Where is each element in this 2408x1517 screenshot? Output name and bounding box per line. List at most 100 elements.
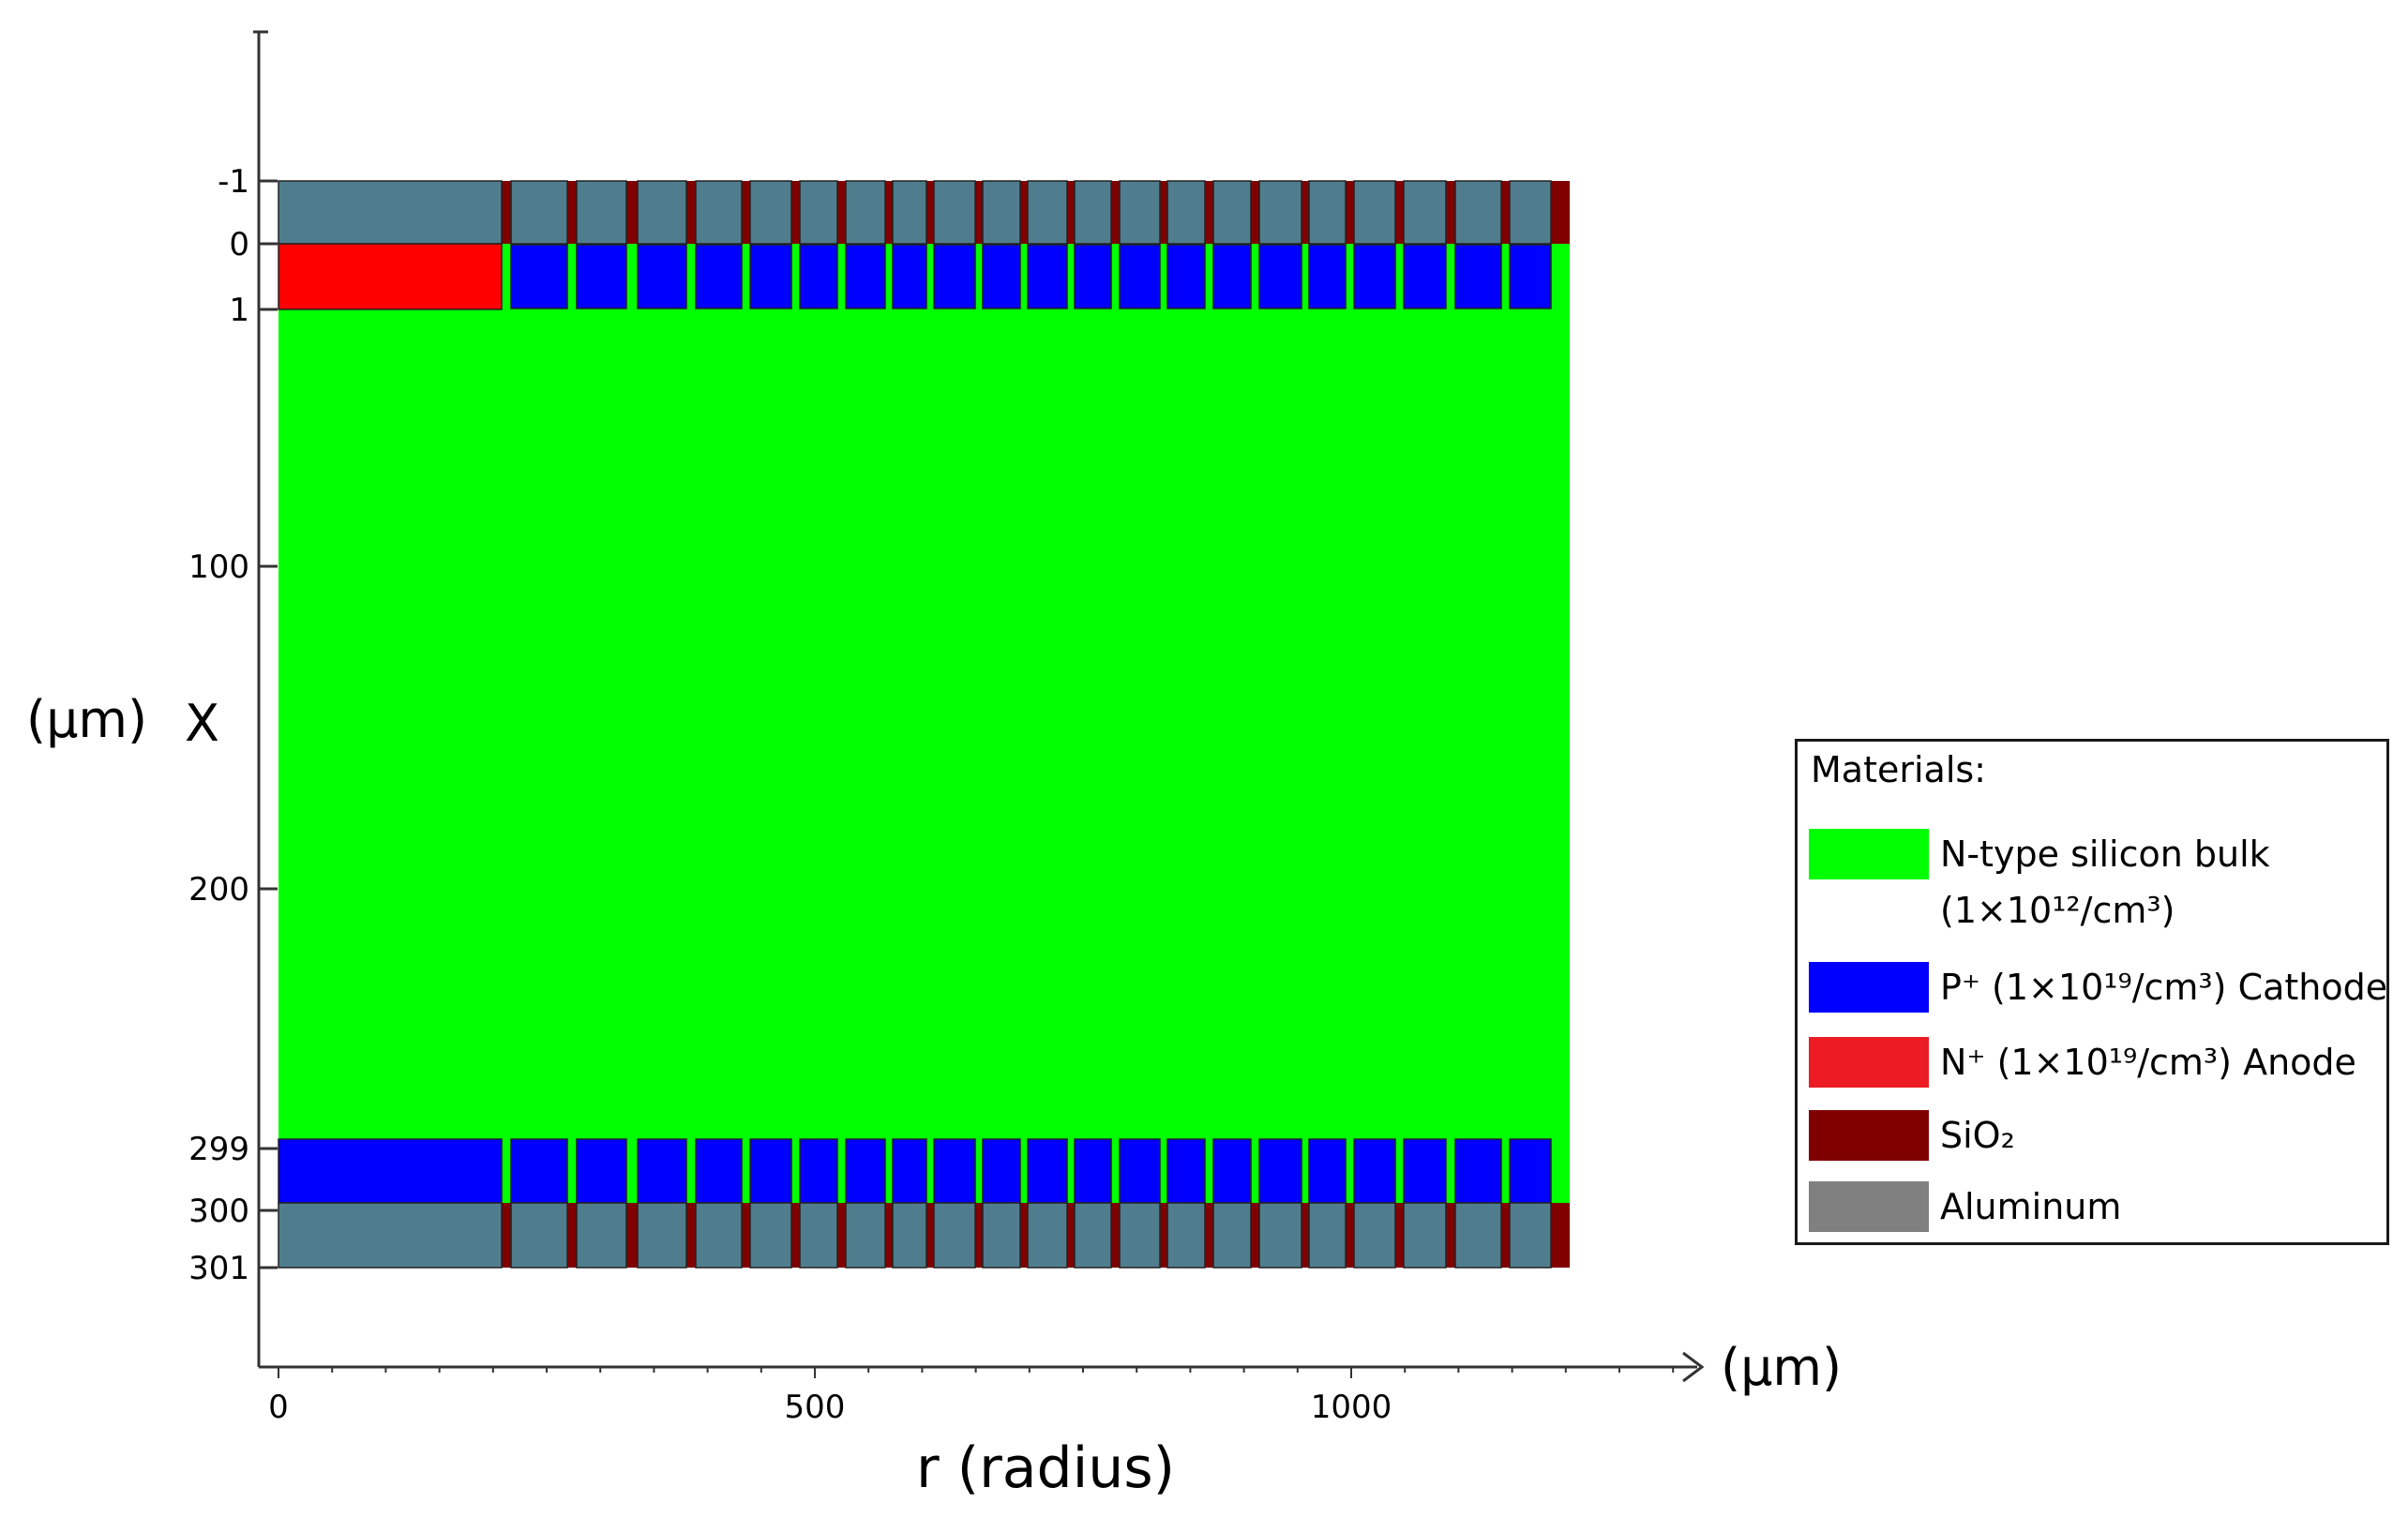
aluminum-contact (845, 180, 886, 245)
legend-swatch-aluminum (1809, 1181, 1929, 1232)
p-plus-cathode-segment (933, 244, 976, 309)
p-plus-cathode-segment (1454, 244, 1502, 309)
aluminum-contact (799, 1202, 838, 1269)
bottom-p-plus-layer (278, 1138, 1552, 1204)
p-plus-cathode-segment (1353, 244, 1396, 309)
legend-label-n-plus: N⁺ (1×10¹⁹/cm³) Anode (1940, 1042, 2356, 1083)
legend-swatch-n-plus (1809, 1037, 1929, 1088)
p-plus-cathode-segment (637, 244, 687, 309)
legend-item-aluminum: Aluminum (1809, 1181, 2121, 1234)
legend-item-p-plus: P⁺ (1×10¹⁹/cm³) Cathode (1809, 962, 2387, 1014)
legend-label-bulk-line2: (1×10¹²/cm³) (1940, 890, 2175, 931)
p-plus-cathode-segment (1074, 244, 1112, 309)
aluminum-contact (1027, 1202, 1068, 1269)
y-tick-label: 1 (229, 292, 249, 329)
p-plus-segment (1119, 1138, 1161, 1204)
bottom-aluminum-layer (278, 1202, 1570, 1269)
p-plus-segment (749, 1138, 792, 1204)
aluminum-contact (1119, 1202, 1161, 1269)
p-plus-cathode-segment (1166, 244, 1206, 309)
aluminum-contact (576, 1202, 627, 1269)
aluminum-contact (1509, 180, 1552, 245)
aluminum-contact (1074, 180, 1112, 245)
aluminum-contact (1074, 1202, 1112, 1269)
y-axis-unit-label: (μm) (26, 690, 147, 749)
aluminum-contact (695, 1202, 743, 1269)
p-plus-segment (1074, 1138, 1112, 1204)
legend-label-p-plus: P⁺ (1×10¹⁹/cm³) Cathode (1940, 967, 2388, 1008)
p-plus-cathode-segment (1119, 244, 1161, 309)
p-plus-segment (1308, 1138, 1347, 1204)
p-plus-segment (1258, 1138, 1302, 1204)
aluminum-contact (1027, 180, 1068, 245)
y-tick-label: 100 (188, 548, 249, 586)
x-axis-label: r (radius) (916, 1435, 1175, 1501)
legend-label-bulk-line1: N-type silicon bulk (1940, 834, 2270, 875)
p-plus-segment (1212, 1138, 1252, 1204)
aluminum-contact (278, 180, 503, 245)
legend-swatch-bulk (1809, 829, 1929, 879)
p-plus-segment (933, 1138, 976, 1204)
aluminum-contact (1403, 180, 1447, 245)
p-plus-segment (1353, 1138, 1396, 1204)
p-plus-cathode-segment (576, 244, 627, 309)
legend-label-bulk: N-type silicon bulk (1×10¹²/cm³) (1940, 829, 2270, 941)
aluminum-contact (1212, 1202, 1252, 1269)
legend-title: Materials: (1811, 749, 1986, 790)
p-plus-segment (278, 1138, 503, 1204)
aluminum-contact (845, 1202, 886, 1269)
aluminum-contact (892, 1202, 927, 1269)
y-tick-label: 300 (188, 1193, 249, 1230)
p-plus-cathode-segment (1027, 244, 1068, 309)
aluminum-contact (1166, 180, 1206, 245)
aluminum-contact (982, 1202, 1021, 1269)
aluminum-contact (1353, 1202, 1396, 1269)
x-axis-arrow-icon (1682, 1351, 1705, 1383)
y-tick-label: 0 (229, 226, 249, 263)
silicon-bulk-region (278, 244, 1570, 1253)
p-plus-cathode-segment (1403, 244, 1447, 309)
aluminum-contact (933, 1202, 976, 1269)
p-plus-cathode-segment (1212, 244, 1252, 309)
legend-swatch-p-plus (1809, 962, 1929, 1013)
aluminum-contact (1212, 180, 1252, 245)
legend-label-sio2: SiO₂ (1940, 1115, 2015, 1156)
aluminum-contact (799, 180, 838, 245)
aluminum-contact (1258, 180, 1302, 245)
device-structure (278, 180, 1570, 1269)
p-plus-segment (982, 1138, 1021, 1204)
p-plus-segment (1166, 1138, 1206, 1204)
p-plus-cathode-segment (1258, 244, 1302, 309)
p-plus-cathode-segment (1308, 244, 1347, 309)
legend-swatch-sio2 (1809, 1110, 1929, 1161)
x-tick-label: 1000 (1311, 1389, 1392, 1426)
y-tick-label: 299 (188, 1131, 249, 1168)
aluminum-contact (1308, 180, 1347, 245)
p-plus-cathode-segment (749, 244, 792, 309)
x-tick-label: 0 (268, 1389, 289, 1426)
aluminum-contact (1119, 180, 1161, 245)
p-plus-segment (892, 1138, 927, 1204)
aluminum-contact (982, 180, 1021, 245)
aluminum-contact (1454, 1202, 1502, 1269)
aluminum-contact (510, 1202, 568, 1269)
aluminum-contact (1353, 180, 1396, 245)
legend-label-aluminum: Aluminum (1940, 1186, 2122, 1227)
p-plus-cathode-segment (982, 244, 1021, 309)
aluminum-contact (695, 180, 743, 245)
p-plus-segment (576, 1138, 627, 1204)
aluminum-contact (278, 1202, 503, 1269)
aluminum-contact (892, 180, 927, 245)
y-tick-label: 200 (188, 871, 249, 909)
p-plus-segment (1403, 1138, 1447, 1204)
p-plus-segment (1509, 1138, 1552, 1204)
legend-item-sio2: SiO₂ (1809, 1110, 2015, 1163)
aluminum-contact (1258, 1202, 1302, 1269)
aluminum-contact (1308, 1202, 1347, 1269)
p-plus-cathode-segment (892, 244, 927, 309)
p-plus-cathode-segment (1509, 244, 1552, 309)
top-electrode-layer (278, 243, 1552, 310)
axes (253, 30, 1697, 1369)
x-axis-ticks: 0 500 1000 (268, 1367, 1675, 1426)
